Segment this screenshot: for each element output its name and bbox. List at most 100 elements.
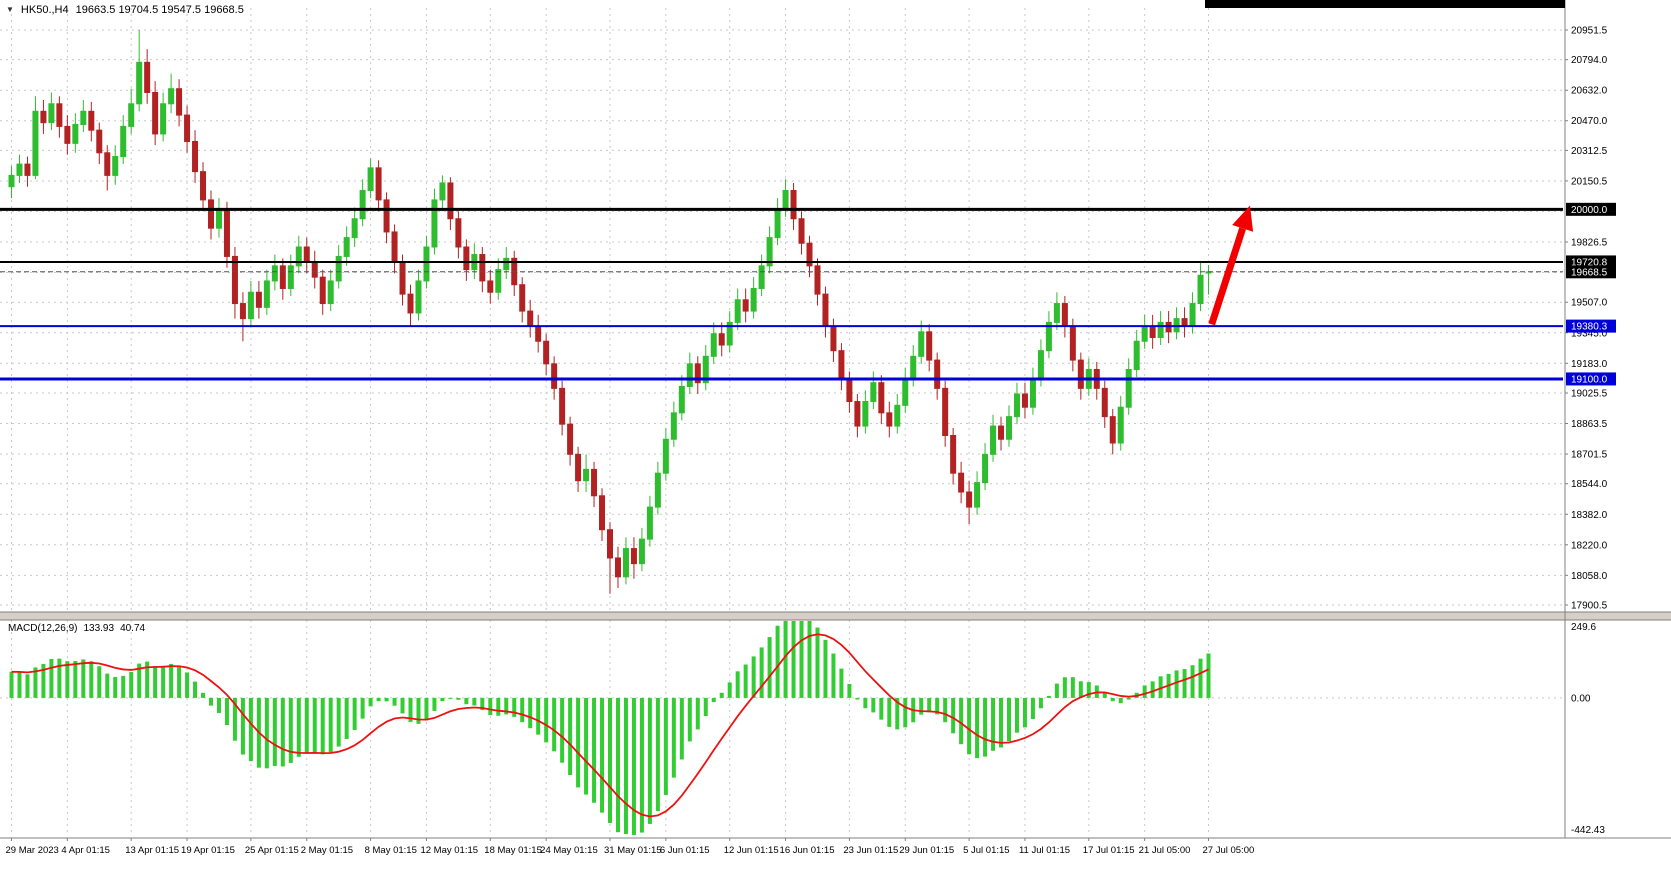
price-line-label: 19668.5 — [1571, 267, 1608, 278]
candle — [1093, 361, 1100, 400]
time-axis-label: 18 May 01:15 — [484, 845, 542, 856]
price-tick-label: 19183.0 — [1571, 359, 1608, 370]
candle — [1173, 307, 1180, 340]
candle — [120, 115, 127, 165]
candle — [439, 175, 446, 212]
candle — [950, 427, 957, 485]
candle — [1117, 395, 1124, 451]
candle — [543, 333, 550, 376]
candlesticks — [8, 30, 1212, 594]
candle — [870, 371, 877, 410]
price-line-label-box — [1566, 202, 1616, 216]
macd-histogram — [9, 621, 1211, 835]
time-axis-label: 12 May 01:15 — [420, 845, 478, 856]
candle — [758, 254, 765, 297]
candle — [583, 454, 590, 493]
candle — [391, 224, 398, 274]
price-axis: 20951.5 20794.0 20632.0 20470.0 20312.5 20150… — [1564, 0, 1616, 838]
candle — [80, 100, 87, 133]
candle — [966, 480, 973, 525]
candle — [567, 416, 574, 466]
price-tick-label: 18863.5 — [1571, 419, 1608, 430]
candle — [303, 237, 310, 274]
time-axis-label: 6 Jun 01:15 — [660, 845, 710, 856]
candle — [1053, 292, 1060, 330]
price-line-label-box — [1566, 265, 1616, 279]
candle — [702, 345, 709, 391]
time-axis-label: 24 May 01:15 — [540, 845, 598, 856]
candle — [902, 367, 909, 413]
candle — [1109, 409, 1116, 455]
price-tick-label: 19826.5 — [1571, 238, 1608, 249]
candle — [319, 269, 326, 315]
candle — [327, 269, 334, 312]
candle — [367, 158, 374, 199]
symbol-period-label: HK50.,H4 — [20, 4, 69, 16]
price-line-label: 20000.0 — [1571, 205, 1608, 216]
candle — [72, 113, 79, 153]
candle — [670, 401, 677, 447]
price-tick-label: 20951.5 — [1571, 26, 1608, 37]
candle — [503, 247, 510, 280]
candle — [686, 352, 693, 395]
candle — [335, 245, 342, 289]
candle — [559, 380, 566, 436]
pane-splitter[interactable] — [0, 612, 1671, 620]
candle — [455, 211, 462, 259]
candle — [1045, 311, 1052, 359]
candle — [200, 162, 207, 212]
candle — [654, 461, 661, 515]
candle — [1141, 314, 1148, 349]
candle — [215, 198, 222, 238]
candle — [1205, 265, 1212, 295]
candle — [295, 235, 302, 274]
price-tick-label: 19345.0 — [1571, 328, 1608, 339]
time-axis-label: 8 May 01:15 — [365, 845, 417, 856]
candle — [1157, 311, 1164, 346]
candle — [854, 394, 861, 438]
candle — [710, 322, 717, 364]
candle — [527, 299, 534, 338]
candle — [168, 73, 175, 114]
candle — [894, 394, 901, 434]
macd-main-value: 133.93 — [83, 623, 115, 634]
candle — [638, 527, 645, 572]
candle — [415, 269, 422, 321]
candle — [814, 258, 821, 306]
time-axis-label: 16 Jun 01:15 — [780, 845, 835, 856]
price-tick-label: 17900.5 — [1571, 601, 1608, 612]
annotation-arrow — [1208, 205, 1254, 326]
candle — [982, 443, 989, 491]
candle — [96, 122, 103, 165]
candle — [974, 471, 981, 515]
candle — [311, 250, 318, 289]
price-tick-label: 18382.0 — [1571, 510, 1608, 521]
candle — [407, 284, 414, 327]
candle — [607, 522, 613, 594]
candle — [16, 154, 23, 183]
time-axis-label: 4 Apr 01:15 — [61, 845, 110, 856]
candle — [128, 88, 135, 134]
candle — [886, 401, 893, 438]
candle — [447, 177, 454, 231]
candle — [622, 537, 629, 585]
candle — [774, 198, 781, 246]
candle — [1013, 382, 1020, 425]
candle — [646, 495, 653, 547]
candle — [798, 211, 805, 255]
candle — [56, 96, 63, 138]
symbol-dropdown-icon[interactable]: ▼ — [6, 5, 14, 14]
time-axis-label: 2 May 01:15 — [301, 845, 353, 856]
candle — [718, 322, 725, 357]
candle — [208, 190, 214, 240]
price-line-label: 19380.3 — [1571, 322, 1608, 333]
candle — [822, 286, 829, 338]
candle — [998, 416, 1005, 451]
candle — [463, 239, 470, 281]
time-axis-label: 29 Jun 01:15 — [899, 845, 954, 856]
price-tick-label: 20150.5 — [1571, 176, 1608, 187]
candle — [575, 446, 582, 493]
candle — [24, 156, 31, 187]
